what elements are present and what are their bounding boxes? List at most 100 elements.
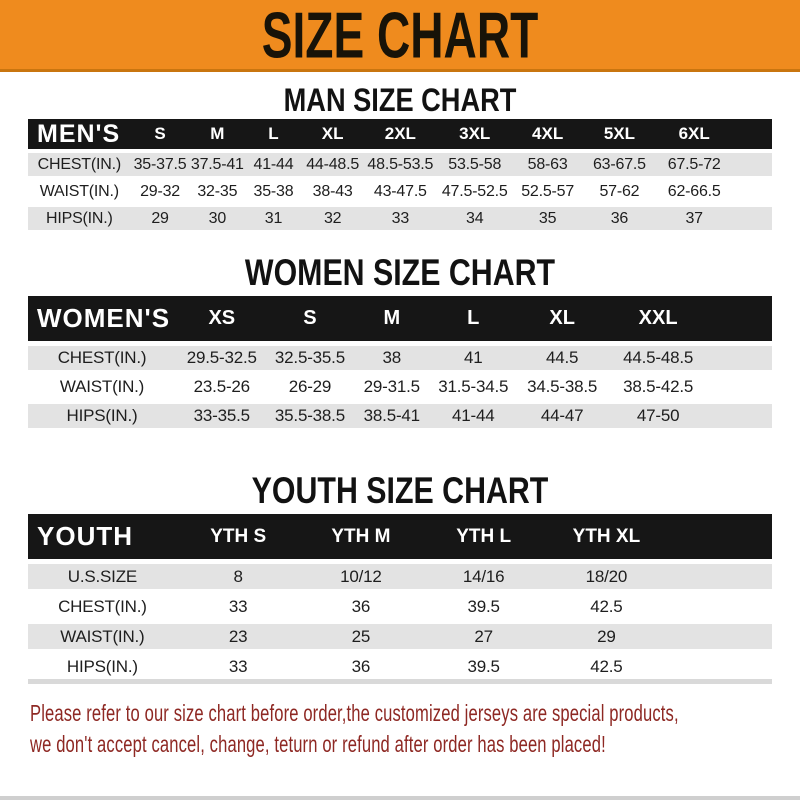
men-value-cell: 63-67.5 <box>582 153 656 176</box>
men-value-cell: 57-62 <box>582 180 656 203</box>
women-value-cell: 47-50 <box>609 404 708 428</box>
women-value-cell: 44.5 <box>515 346 610 370</box>
men-value-cell: 32 <box>301 207 364 230</box>
youth-value-cell: 8 <box>176 564 300 589</box>
women-size-column-header: L <box>431 296 516 341</box>
youth-value-cell: 23 <box>176 624 300 649</box>
women-size-column-header: XL <box>515 296 610 341</box>
youth-value-cell: 39.5 <box>422 594 546 619</box>
men-value-cell: 52.5-57 <box>512 180 583 203</box>
men-row-spacer-cell <box>732 207 772 230</box>
footer-warning-line2: we don't accept cancel, change, teturn o… <box>30 731 606 757</box>
youth-value-cell: 18/20 <box>545 564 668 589</box>
youth-measurement-row: CHEST(IN.) 33 36 39.5 42.5 <box>28 594 772 619</box>
women-size-column-header: XXL <box>609 296 708 341</box>
men-value-cell: 33 <box>363 207 438 230</box>
men-value-cell: 34 <box>437 207 513 230</box>
women-value-cell: 29.5-32.5 <box>176 346 268 370</box>
youth-value-cell: 33 <box>176 654 300 679</box>
women-value-cell: 44.5-48.5 <box>609 346 708 370</box>
women-value-cell: 41 <box>431 346 516 370</box>
youth-value-cell: 36 <box>299 654 423 679</box>
youth-value-cell: 36 <box>299 594 423 619</box>
men-value-cell: 43-47.5 <box>363 180 438 203</box>
men-value-cell: 48.5-53.5 <box>363 153 438 176</box>
youth-size-column-header: YTH XL <box>545 514 668 559</box>
men-table-header: MEN'S S M L XL 2XL 3XL 4XL 5XL 6XL <box>28 119 772 149</box>
women-value-cell: 38 <box>352 346 432 370</box>
men-value-cell: 53.5-58 <box>437 153 513 176</box>
men-value-cell: 35 <box>512 207 583 230</box>
man-size-chart-heading: MAN SIZE CHART <box>283 82 517 118</box>
youth-value-cell: 33 <box>176 594 300 619</box>
youth-value-cell: 42.5 <box>545 654 668 679</box>
women-value-cell: 38.5-41 <box>352 404 432 428</box>
men-row-spacer-cell <box>732 180 772 203</box>
youth-measurement-row: HIPS(IN.) 33 36 39.5 42.5 <box>28 654 772 679</box>
women-row-spacer-cell <box>707 375 772 399</box>
women-size-column-header: XS <box>176 296 268 341</box>
men-value-cell: 32-35 <box>189 180 246 203</box>
youth-table-header: YOUTH YTH S YTH M YTH L YTH XL <box>28 514 772 559</box>
women-measurement-row: HIPS(IN.) 33-35.5 35.5-38.5 38.5-41 41-44 44-… <box>28 404 772 428</box>
men-value-cell: 29 <box>130 207 190 230</box>
women-value-cell: 23.5-26 <box>176 375 268 399</box>
women-size-chart-heading: WOMEN SIZE CHART <box>244 252 556 293</box>
women-value-cell: 32.5-35.5 <box>267 346 353 370</box>
youth-measurement-row: U.S.SIZE 8 10/12 14/16 18/20 <box>28 564 772 589</box>
men-size-column-header: 6XL <box>655 119 733 149</box>
youth-row-label-cell: HIPS(IN.) <box>28 654 177 679</box>
women-header-spacer-cell <box>707 296 772 341</box>
youth-size-column-header: YTH L <box>422 514 546 559</box>
footer-warning-line1: Please refer to our size chart before or… <box>30 700 679 726</box>
women-value-cell: 34.5-38.5 <box>515 375 610 399</box>
women-value-cell: 26-29 <box>267 375 353 399</box>
men-value-cell: 47.5-52.5 <box>437 180 513 203</box>
men-size-column-header: 4XL <box>512 119 583 149</box>
men-row-label-cell: WAIST(IN.) <box>28 180 131 203</box>
men-value-cell: 44-48.5 <box>301 153 364 176</box>
banner: SIZE CHART <box>0 0 800 72</box>
women-row-spacer-cell <box>707 404 772 428</box>
youth-header-row: YOUTH YTH S YTH M YTH L YTH XL <box>28 514 772 559</box>
youth-row-label-cell: CHEST(IN.) <box>28 594 177 619</box>
women-value-cell: 41-44 <box>431 404 516 428</box>
youth-value-cell: 25 <box>299 624 423 649</box>
women-measurement-row: WAIST(IN.) 23.5-26 26-29 29-31.5 31.5-34.5 34… <box>28 375 772 399</box>
youth-value-cell: 27 <box>422 624 546 649</box>
women-size-column-header: M <box>352 296 432 341</box>
men-size-table: MEN'S S M L XL 2XL 3XL 4XL 5XL 6XL CHEST(IN.) 35-3… <box>28 115 772 234</box>
women-size-column-header: S <box>267 296 353 341</box>
youth-table-bottom-rule <box>28 679 772 684</box>
page-bottom-edge <box>0 796 800 800</box>
youth-value-cell: 14/16 <box>422 564 546 589</box>
youth-size-column-header: YTH S <box>176 514 300 559</box>
youth-row-spacer-cell <box>667 624 772 649</box>
women-header-row: WOMEN'S XS S M L XL XXL <box>28 296 772 341</box>
youth-corner-label: YOUTH <box>28 514 177 559</box>
women-row-label-cell: CHEST(IN.) <box>28 346 177 370</box>
men-size-column-header: L <box>245 119 302 149</box>
women-table-body: CHEST(IN.) 29.5-32.5 32.5-35.5 38 41 44.5 44.5… <box>28 346 772 428</box>
men-table-body: CHEST(IN.) 35-37.5 37.5-41 41-44 44-48.5 48.5… <box>28 153 772 230</box>
youth-table-body: U.S.SIZE 8 10/12 14/16 18/20 CHEST(IN.) 33 36 39… <box>28 564 772 679</box>
men-header-spacer-cell <box>732 119 772 149</box>
men-row-label-cell: HIPS(IN.) <box>28 207 131 230</box>
men-value-cell: 62-66.5 <box>655 180 733 203</box>
youth-size-chart-heading: YOUTH SIZE CHART <box>251 470 549 511</box>
youth-value-cell: 39.5 <box>422 654 546 679</box>
youth-value-cell: 29 <box>545 624 668 649</box>
men-row-spacer-cell <box>732 153 772 176</box>
men-size-column-header: 3XL <box>437 119 513 149</box>
women-row-label-cell: WAIST(IN.) <box>28 375 177 399</box>
women-corner-label: WOMEN'S <box>28 296 177 341</box>
men-row-label-cell: CHEST(IN.) <box>28 153 131 176</box>
women-value-cell: 33-35.5 <box>176 404 268 428</box>
men-value-cell: 67.5-72 <box>655 153 733 176</box>
women-measurement-row: CHEST(IN.) 29.5-32.5 32.5-35.5 38 41 44.5 44.5… <box>28 346 772 370</box>
women-value-cell: 29-31.5 <box>352 375 432 399</box>
men-size-column-header: S <box>130 119 190 149</box>
men-value-cell: 41-44 <box>245 153 302 176</box>
men-value-cell: 58-63 <box>512 153 583 176</box>
men-measurement-row: CHEST(IN.) 35-37.5 37.5-41 41-44 44-48.5 48.5… <box>28 153 772 176</box>
